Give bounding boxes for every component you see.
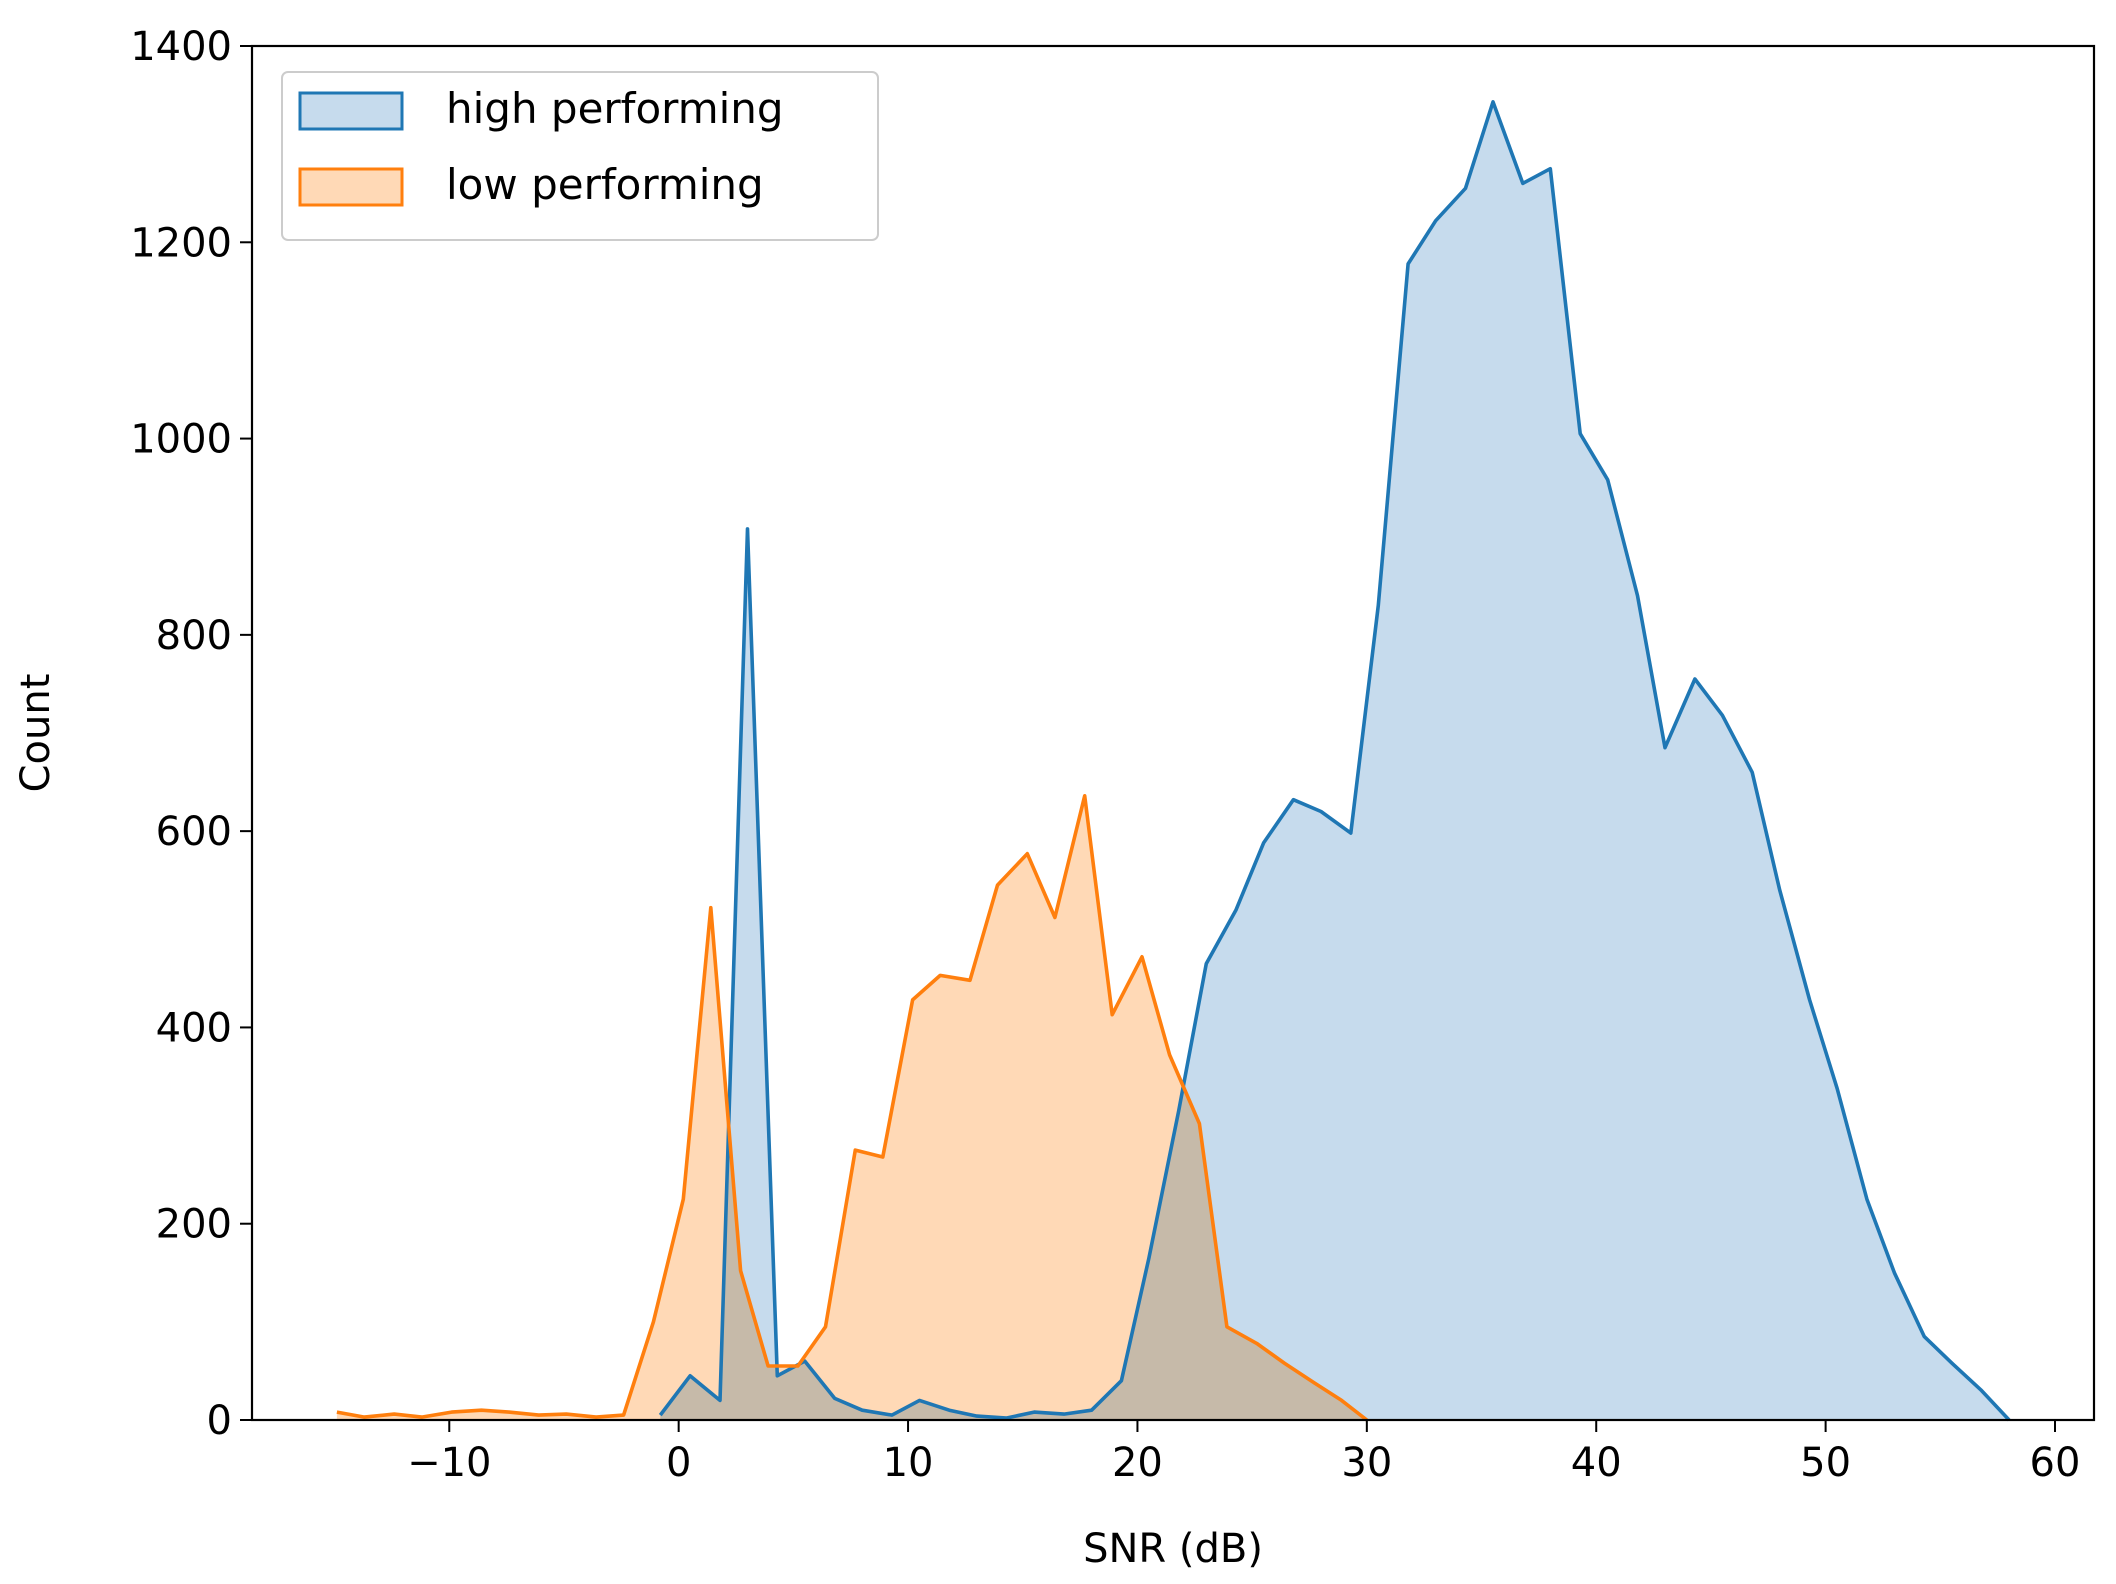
series-area-high-performing <box>660 101 2010 1420</box>
series-line-high-performing <box>658 100 2011 1422</box>
y-axis-title: Count <box>13 674 59 793</box>
x-tick-label: 30 <box>1341 1440 1392 1486</box>
legend-label-high-performing: high performing <box>446 84 784 133</box>
y-tick-label: 600 <box>156 809 232 855</box>
y-tick-label: 800 <box>156 613 232 659</box>
y-tick-label: 1200 <box>130 220 232 266</box>
plot-frame <box>250 44 2096 1422</box>
series-layer <box>336 100 2011 1422</box>
x-tick-label: 40 <box>1571 1440 1622 1486</box>
legend-box <box>281 71 879 241</box>
y-axis-ticks: 0 200 400 600 800 1000 1200 1400 <box>130 24 252 1444</box>
legend-swatch-high-performing <box>298 91 404 131</box>
series-area-low-performing <box>336 795 1367 1420</box>
legend-label-low-performing: low performing <box>446 160 764 209</box>
x-tick-label: 0 <box>666 1440 691 1486</box>
legend: high performing low performing <box>281 71 879 241</box>
series-line-low-performing <box>336 793 1368 1422</box>
y-tick-label: 1000 <box>130 417 232 463</box>
x-axis-title: SNR (dB) <box>1083 1526 1263 1572</box>
y-tick-label: 400 <box>156 1005 232 1051</box>
x-tick-label: 10 <box>883 1440 934 1486</box>
x-tick-label: −10 <box>407 1440 491 1486</box>
y-tick-label: 1400 <box>130 24 232 70</box>
x-tick-label: 60 <box>2030 1440 2081 1486</box>
legend-swatch-low-performing <box>298 167 404 207</box>
x-axis-ticks: −10 0 10 20 30 40 50 60 <box>407 1420 2080 1486</box>
y-tick-label: 200 <box>156 1202 232 1248</box>
x-tick-label: 50 <box>1800 1440 1851 1486</box>
x-tick-label: 20 <box>1112 1440 1163 1486</box>
y-tick-label: 0 <box>207 1398 232 1444</box>
